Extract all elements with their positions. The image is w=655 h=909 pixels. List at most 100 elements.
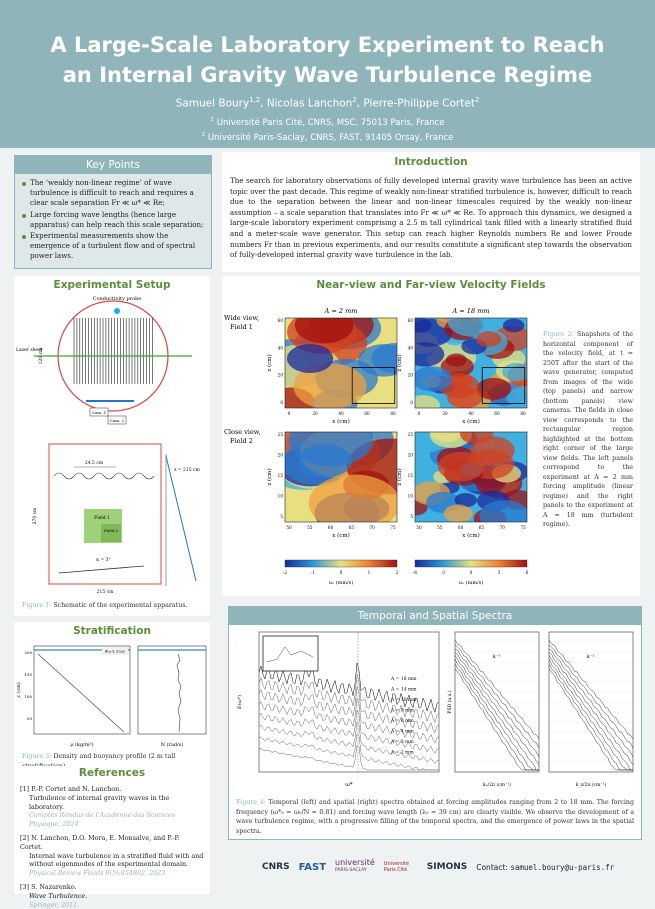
- blob: [297, 443, 352, 478]
- colorbar-tick: -3: [441, 570, 445, 575]
- aff-text: Université Paris Cité, CNRS, MSC, 75013 …: [216, 117, 445, 128]
- ref-num: [2]: [20, 833, 30, 842]
- z-tick-label: 20: [278, 453, 284, 458]
- aff-text: Université Paris-Saclay, CNRS, FAST, 914…: [207, 133, 454, 144]
- z-tick-label: 25: [408, 432, 414, 437]
- z-tick-label: 20: [278, 373, 284, 378]
- x-tick-label: 80: [520, 411, 526, 416]
- blob: [286, 344, 334, 373]
- z-tick-label: 60: [278, 318, 284, 323]
- power-law: k⁻²: [587, 654, 595, 660]
- zoom-box: [351, 367, 396, 404]
- spatial-curve: [548, 644, 634, 749]
- logo: CNRS: [262, 862, 290, 872]
- label: 24.5 cm: [85, 460, 104, 466]
- blob: [415, 366, 453, 392]
- spectrum-curve: [258, 733, 439, 771]
- blob: [476, 331, 502, 347]
- author-sup: 2: [352, 96, 357, 104]
- spectra-heading: Temporal and Spatial Spectra: [229, 607, 641, 625]
- label: 270 cm: [32, 507, 38, 525]
- contact-label: Contact:: [476, 862, 508, 872]
- blob: [476, 377, 512, 400]
- spatial-curve: [548, 654, 634, 771]
- z-tick-label: 20: [408, 453, 414, 458]
- author-sep: ,: [260, 97, 264, 110]
- spatial-curve: [548, 639, 634, 740]
- x-tick-label: 55: [307, 525, 313, 530]
- blob: [357, 344, 397, 377]
- spatial-curve: [548, 663, 633, 771]
- field-panel: [284, 431, 398, 523]
- key-points-box: Key Points The ‘weakly non-linear regime…: [14, 155, 212, 269]
- row-label: Field 1: [230, 323, 253, 331]
- label: Field 1: [94, 515, 110, 521]
- ref-authors: N. Lanchon, D.O. Mora, E. Monsalve, and …: [20, 833, 180, 851]
- axes: [258, 631, 440, 773]
- strat-heading: Stratification: [73, 625, 151, 637]
- x-tick-label: 65: [479, 525, 485, 530]
- spatial-curve: [454, 658, 539, 771]
- colorbar: [284, 559, 398, 568]
- ref-authors: S. Nazarenko.: [31, 882, 77, 891]
- inset-curve: [266, 646, 314, 663]
- generator-plates: [73, 318, 153, 384]
- caption-label: Figure 4:: [236, 799, 266, 806]
- blob: [415, 342, 445, 367]
- legend-entry: A = 6 mm: [390, 718, 414, 724]
- camera: [107, 415, 127, 425]
- legend-entry: A = 14 mm: [390, 687, 417, 693]
- x-label: ρ (kg/m³): [70, 741, 93, 748]
- spatial-curve: [454, 639, 540, 740]
- z-tick-label: 15: [278, 473, 284, 478]
- x-tick-label: 65: [349, 525, 355, 530]
- label: z = 215 cm: [174, 467, 201, 473]
- ref-title: Turbulence of internal gravity waves in …: [29, 793, 170, 811]
- field-blobs: [415, 432, 527, 522]
- z-tick-label: 15: [408, 473, 414, 478]
- contact: Contact: samuel.boury@u-paris.fr: [476, 863, 614, 872]
- blob: [437, 451, 485, 482]
- z-tick-label: 60: [408, 318, 414, 323]
- z-label: z (cm): [266, 468, 273, 485]
- x-tick-label: 40: [468, 411, 474, 416]
- authors: Samuel Boury1,2, Nicolas Lanchon2, Pierr…: [0, 96, 655, 110]
- frame: [284, 431, 398, 523]
- ref-venue: Comptes Rendus de l'Académie des Science…: [29, 811, 175, 829]
- aff-sup: 1: [210, 116, 215, 123]
- spectrum-curve: [258, 698, 440, 744]
- z-tick-label: 10: [278, 494, 284, 499]
- label: Cam. 2: [110, 418, 125, 423]
- z-tick-label: 0: [410, 400, 413, 405]
- label: Laser sheet: [16, 347, 43, 353]
- y-tick-label: 100: [24, 694, 32, 699]
- z-label: z (cm): [396, 354, 403, 371]
- blob: [415, 395, 441, 408]
- colorbar-tick: 3: [498, 570, 501, 575]
- fig4-caption: Figure 4: Temporal (left) and spatial (r…: [236, 798, 634, 836]
- logo: FAST: [298, 861, 327, 873]
- ref-title: Wave Turbulence.: [29, 891, 88, 900]
- x-tick-label: 55: [437, 525, 443, 530]
- email: samuel.boury@u-paris.fr: [510, 862, 615, 872]
- refs-heading: References: [78, 767, 146, 779]
- legend-text: Black (mm): [105, 650, 126, 654]
- ref-num: [1]: [20, 785, 30, 793]
- title: A Large-Scale Laboratory Experiment to R…: [50, 33, 605, 57]
- logo: Université Paris Cité: [383, 861, 410, 873]
- refs-list: [1] P.-P. Cortet and N. Lanchon. Turbulen…: [20, 785, 204, 909]
- x-tick-label: 60: [328, 525, 334, 530]
- frame: [414, 431, 528, 523]
- density-profile: [37, 653, 125, 733]
- power-law: k⁻³: [493, 654, 501, 660]
- wave-generator: [53, 472, 155, 480]
- legend-entry: A = 2 mm: [390, 750, 414, 756]
- label: 120 cm: [38, 347, 44, 365]
- column-title: A = 18 mm: [452, 307, 490, 315]
- x-tick-label: 0: [418, 411, 421, 416]
- y-label: z (cm): [15, 682, 22, 698]
- x-tick-label: 50: [416, 525, 422, 530]
- logo: SIMONS: [426, 862, 468, 872]
- legend-entry: A = 10 mm: [390, 697, 417, 703]
